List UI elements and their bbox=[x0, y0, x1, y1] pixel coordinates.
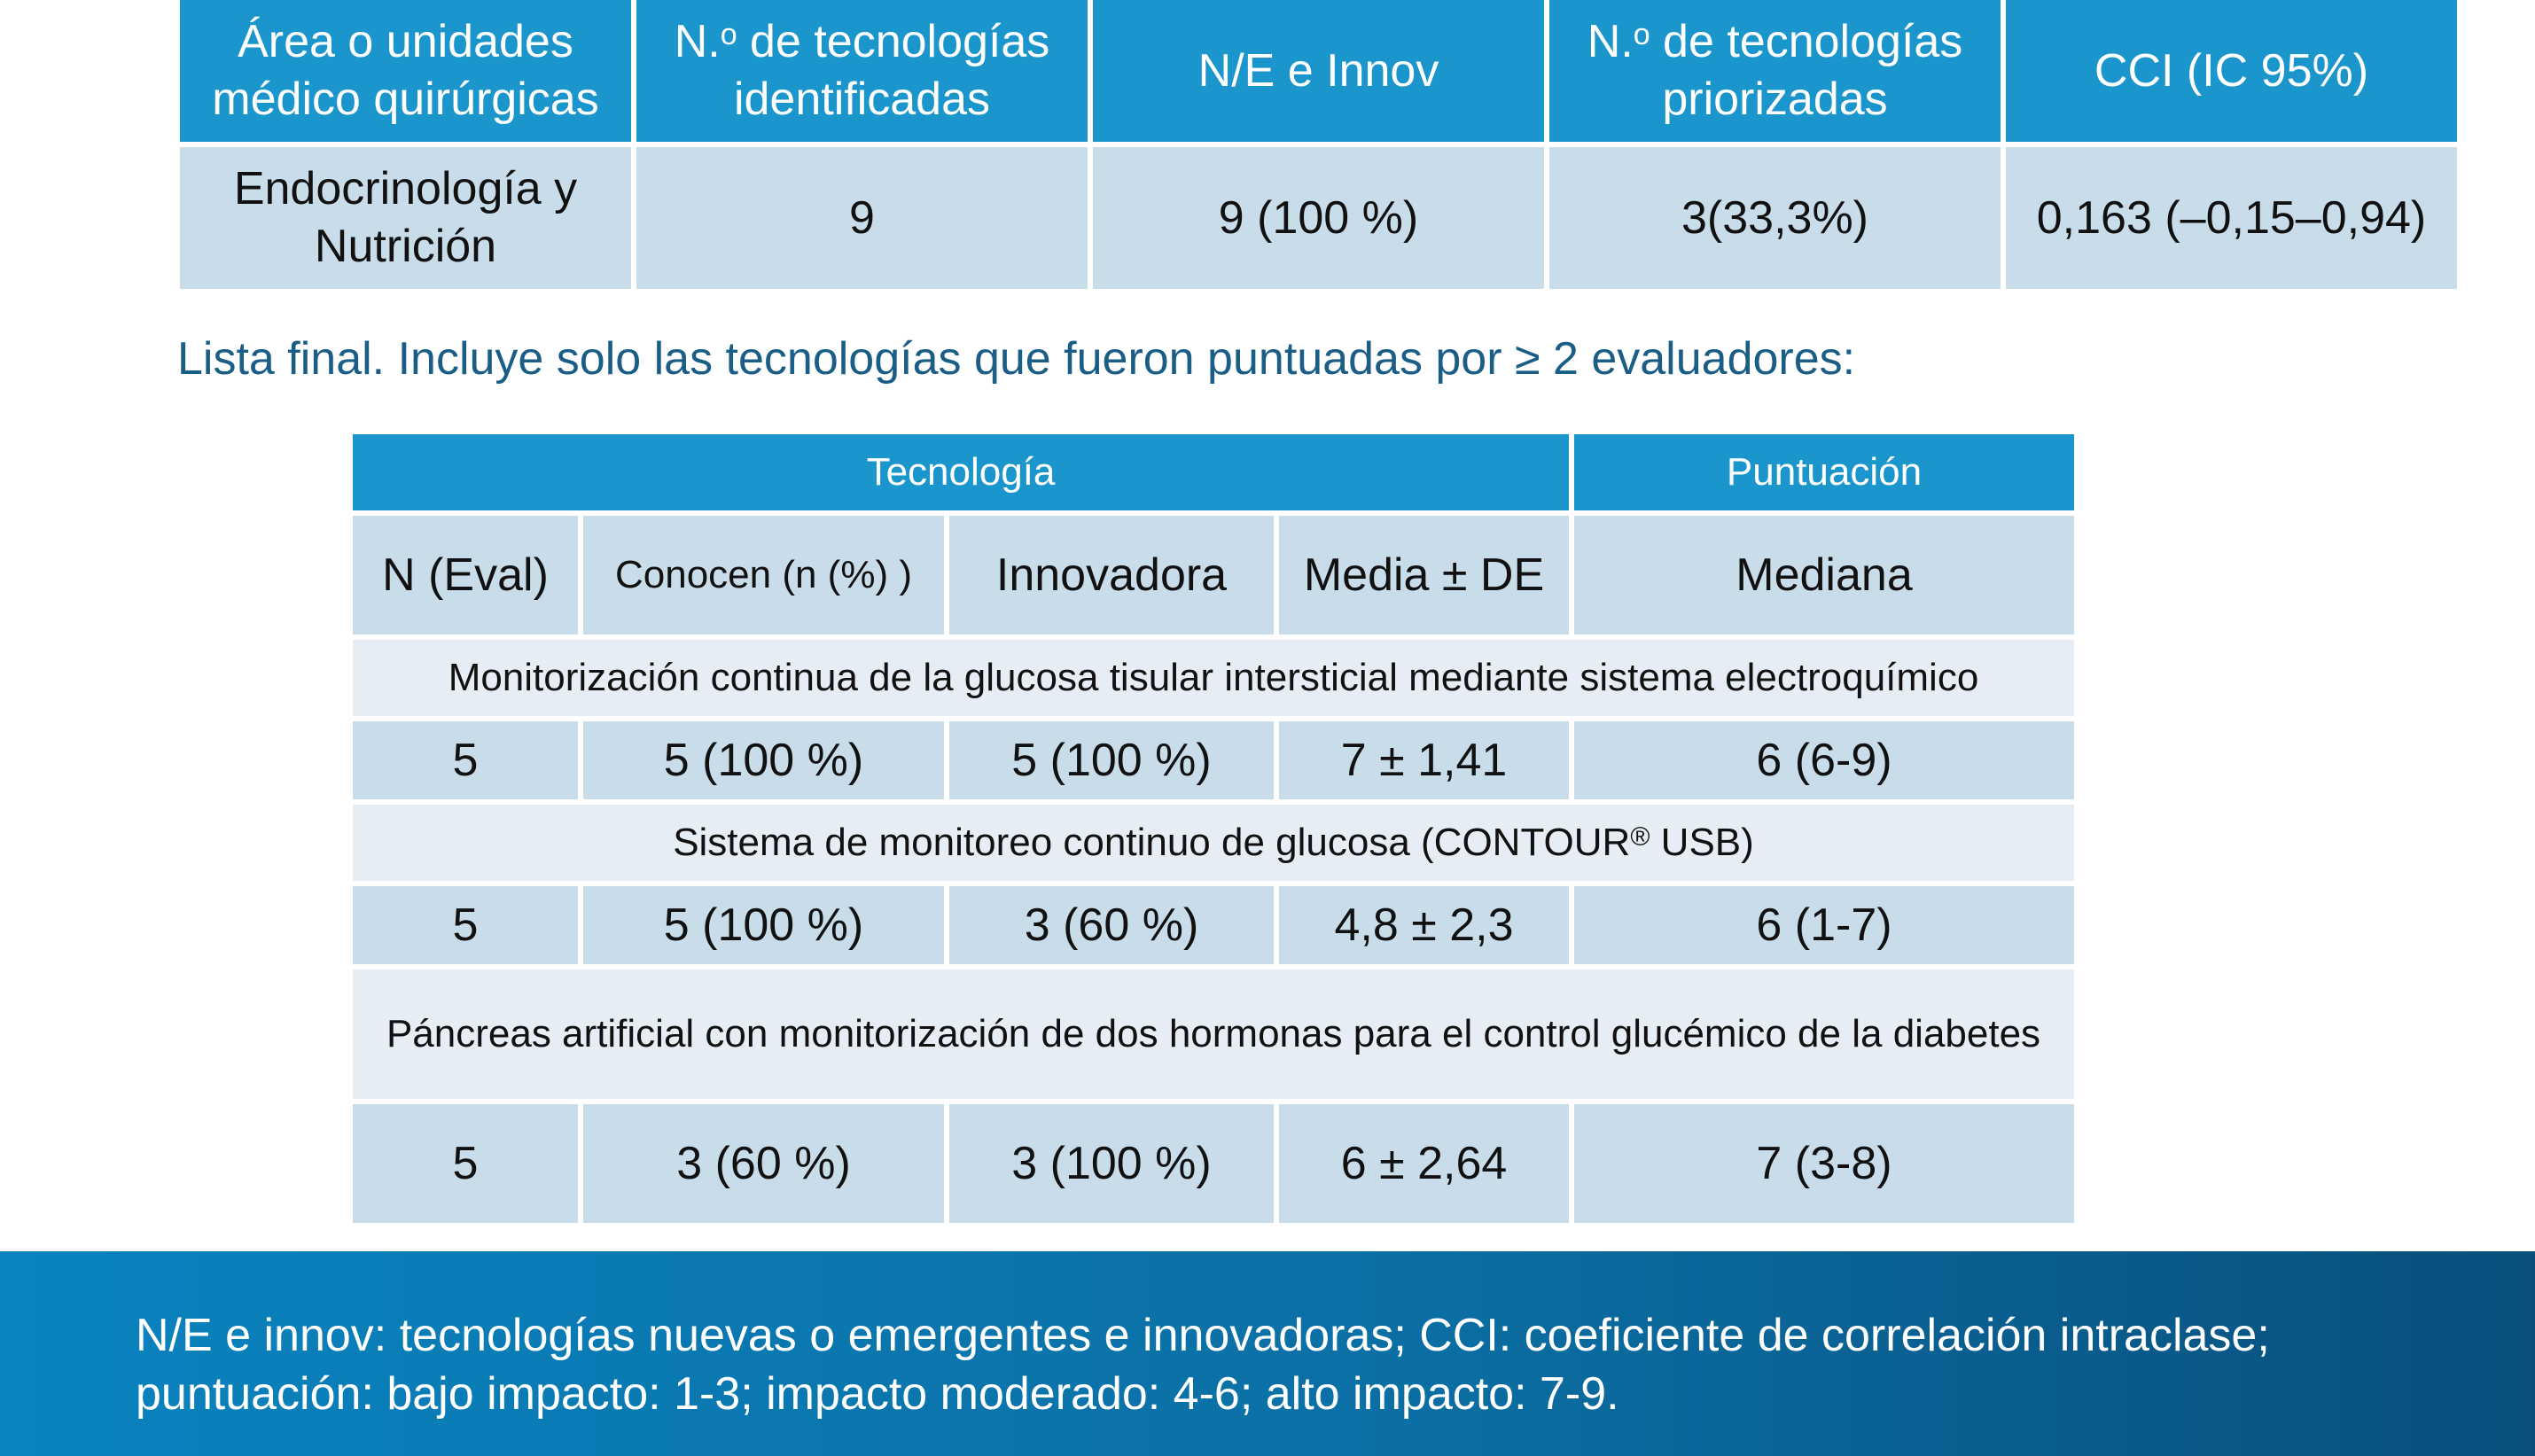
technology-name: Monitorización continua de la glucosa ti… bbox=[353, 640, 2074, 716]
summary-table: Área o unidades médico quirúrgicas N.o d… bbox=[175, 0, 2462, 289]
technology-values-row: 5 3 (60 %) 3 (100 %) 6 ± 2,64 7 (3-8) bbox=[353, 1104, 2074, 1223]
value-mean: 4,8 ± 2,3 bbox=[1279, 886, 1569, 964]
footnote-band: N/E e innov: tecnologías nuevas o emerge… bbox=[0, 1251, 2535, 1456]
value-mean: 6 ± 2,64 bbox=[1279, 1104, 1569, 1223]
registered-mark: ® bbox=[1630, 822, 1650, 852]
header-score: Puntuación bbox=[1574, 434, 2074, 510]
header-know: Conocen (n (%) ) bbox=[583, 516, 944, 635]
header-mean: Media ± DE bbox=[1279, 516, 1569, 635]
value-innovative: 3 (60 %) bbox=[949, 886, 1274, 964]
value-innovative: 5 (100 %) bbox=[949, 721, 1274, 799]
header-ne-innov: N/E e Innov bbox=[1093, 0, 1544, 142]
cell-prioritized: 3(33,3%) bbox=[1549, 147, 2001, 289]
footnote-text: N/E e innov: tecnologías nuevas o emerge… bbox=[136, 1310, 2270, 1420]
list-caption: Lista final. Incluye solo las tecnología… bbox=[177, 333, 1856, 385]
header-n-eval: N (Eval) bbox=[353, 516, 578, 635]
cell-identified: 9 bbox=[636, 147, 1088, 289]
header-technology: Tecnología bbox=[353, 434, 1569, 510]
technology-name-row: Monitorización continua de la glucosa ti… bbox=[353, 640, 2074, 716]
value-median: 7 (3-8) bbox=[1574, 1104, 2074, 1223]
summary-header-row: Área o unidades médico quirúrgicas N.o d… bbox=[180, 0, 2457, 142]
group-header-row: Tecnología Puntuación bbox=[353, 434, 2074, 510]
header-area: Área o unidades médico quirúrgicas bbox=[180, 0, 631, 142]
value-know: 3 (60 %) bbox=[583, 1104, 944, 1223]
value-n-eval: 5 bbox=[353, 1104, 578, 1223]
sub-header-row: N (Eval) Conocen (n (%) ) Innovadora Med… bbox=[353, 516, 2074, 635]
technology-name-row: Páncreas artificial con monitorización d… bbox=[353, 969, 2074, 1099]
value-median: 6 (6-9) bbox=[1574, 721, 2074, 799]
technology-values-row: 5 5 (100 %) 5 (100 %) 7 ± 1,41 6 (6-9) bbox=[353, 721, 2074, 799]
cell-area: Endocrinología y Nutrición bbox=[180, 147, 631, 289]
technology-table: Tecnología Puntuación N (Eval) Conocen (… bbox=[347, 429, 2079, 1228]
header-innovative: Innovadora bbox=[949, 516, 1274, 635]
value-innovative: 3 (100 %) bbox=[949, 1104, 1274, 1223]
technology-name: Páncreas artificial con monitorización d… bbox=[353, 969, 2074, 1099]
cell-cci: 0,163 (–0,15–0,94) bbox=[2006, 147, 2457, 289]
technology-name-row: Sistema de monitoreo continuo de glucosa… bbox=[353, 805, 2074, 881]
cell-ne-innov: 9 (100 %) bbox=[1093, 147, 1544, 289]
summary-data-row: Endocrinología y Nutrición 9 9 (100 %) 3… bbox=[180, 147, 2457, 289]
value-median: 6 (1-7) bbox=[1574, 886, 2074, 964]
header-cci: CCI (IC 95%) bbox=[2006, 0, 2457, 142]
header-identified: N.o de tecnologías identificadas bbox=[636, 0, 1088, 142]
header-median: Mediana bbox=[1574, 516, 2074, 635]
header-prioritized: N.o de tecnologías priorizadas bbox=[1549, 0, 2001, 142]
technology-name: Sistema de monitoreo continuo de glucosa… bbox=[353, 805, 2074, 881]
value-n-eval: 5 bbox=[353, 886, 578, 964]
value-mean: 7 ± 1,41 bbox=[1279, 721, 1569, 799]
technology-values-row: 5 5 (100 %) 3 (60 %) 4,8 ± 2,3 6 (1-7) bbox=[353, 886, 2074, 964]
value-n-eval: 5 bbox=[353, 721, 578, 799]
value-know: 5 (100 %) bbox=[583, 721, 944, 799]
value-know: 5 (100 %) bbox=[583, 886, 944, 964]
